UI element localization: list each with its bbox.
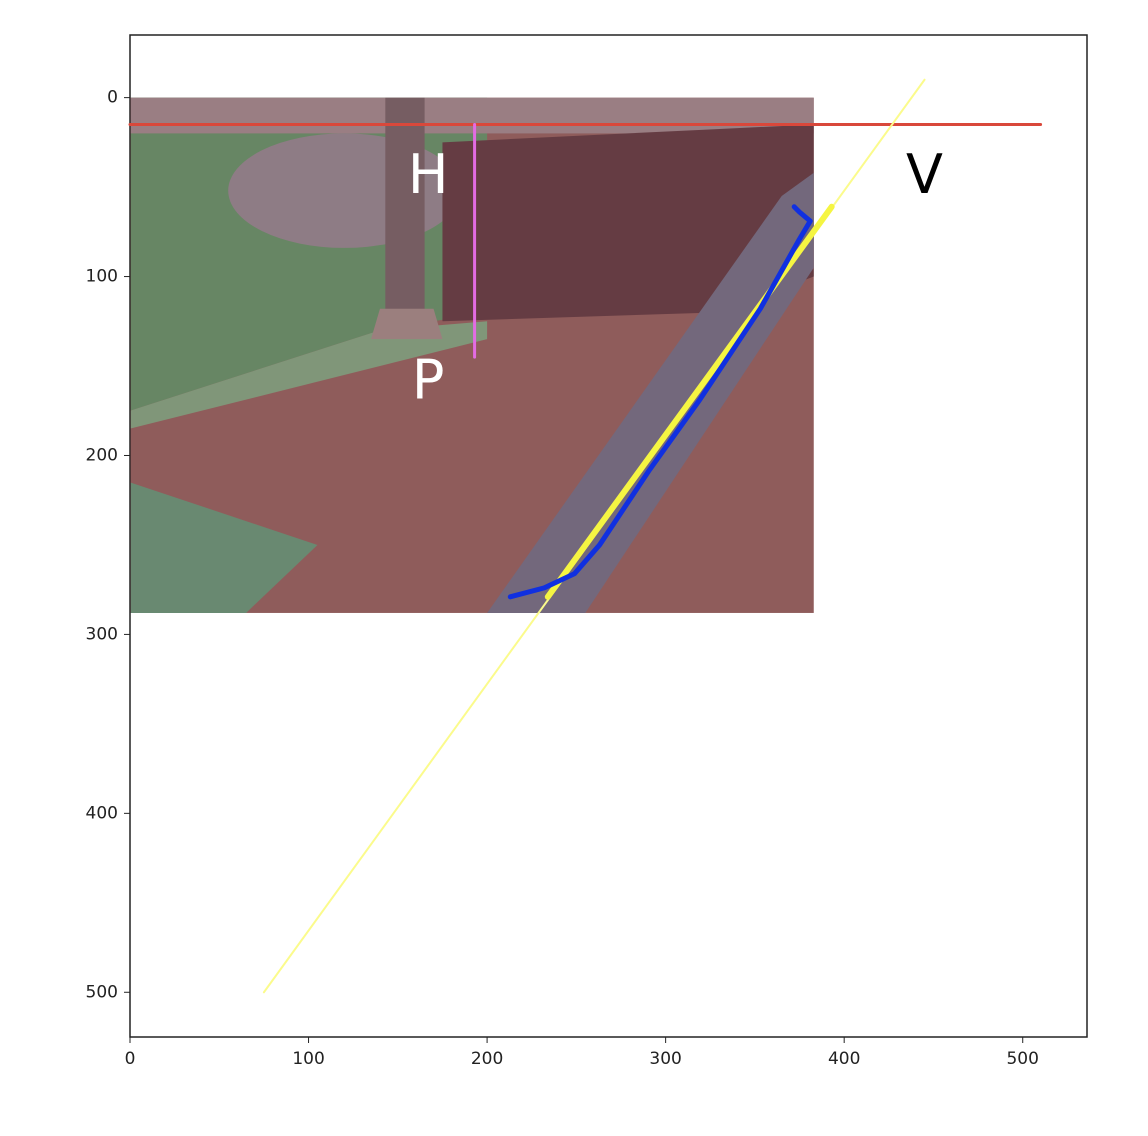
annotation: H — [408, 143, 449, 206]
x-tick-label: 300 — [649, 1049, 681, 1069]
annotation: P — [412, 349, 445, 412]
x-tick-label: 200 — [471, 1049, 503, 1069]
axes-frame — [129, 34, 1088, 1038]
x-tick-label: 500 — [1006, 1049, 1038, 1069]
y-tick-label: 300 — [86, 624, 118, 644]
image-tint — [130, 97, 814, 613]
y-tick-label: 400 — [86, 803, 118, 823]
x-tick-label: 400 — [828, 1049, 860, 1069]
photo — [130, 97, 814, 613]
y-tick-label: 0 — [107, 88, 118, 108]
annotation: V — [906, 143, 943, 206]
y-tick-label: 500 — [86, 982, 118, 1002]
x-tick-label: 100 — [292, 1049, 324, 1069]
y-tick-label: 200 — [86, 445, 118, 465]
line — [544, 203, 835, 600]
x-tick-label: 0 — [125, 1049, 136, 1069]
line — [507, 204, 813, 600]
y-tick-label: 100 — [86, 267, 118, 287]
